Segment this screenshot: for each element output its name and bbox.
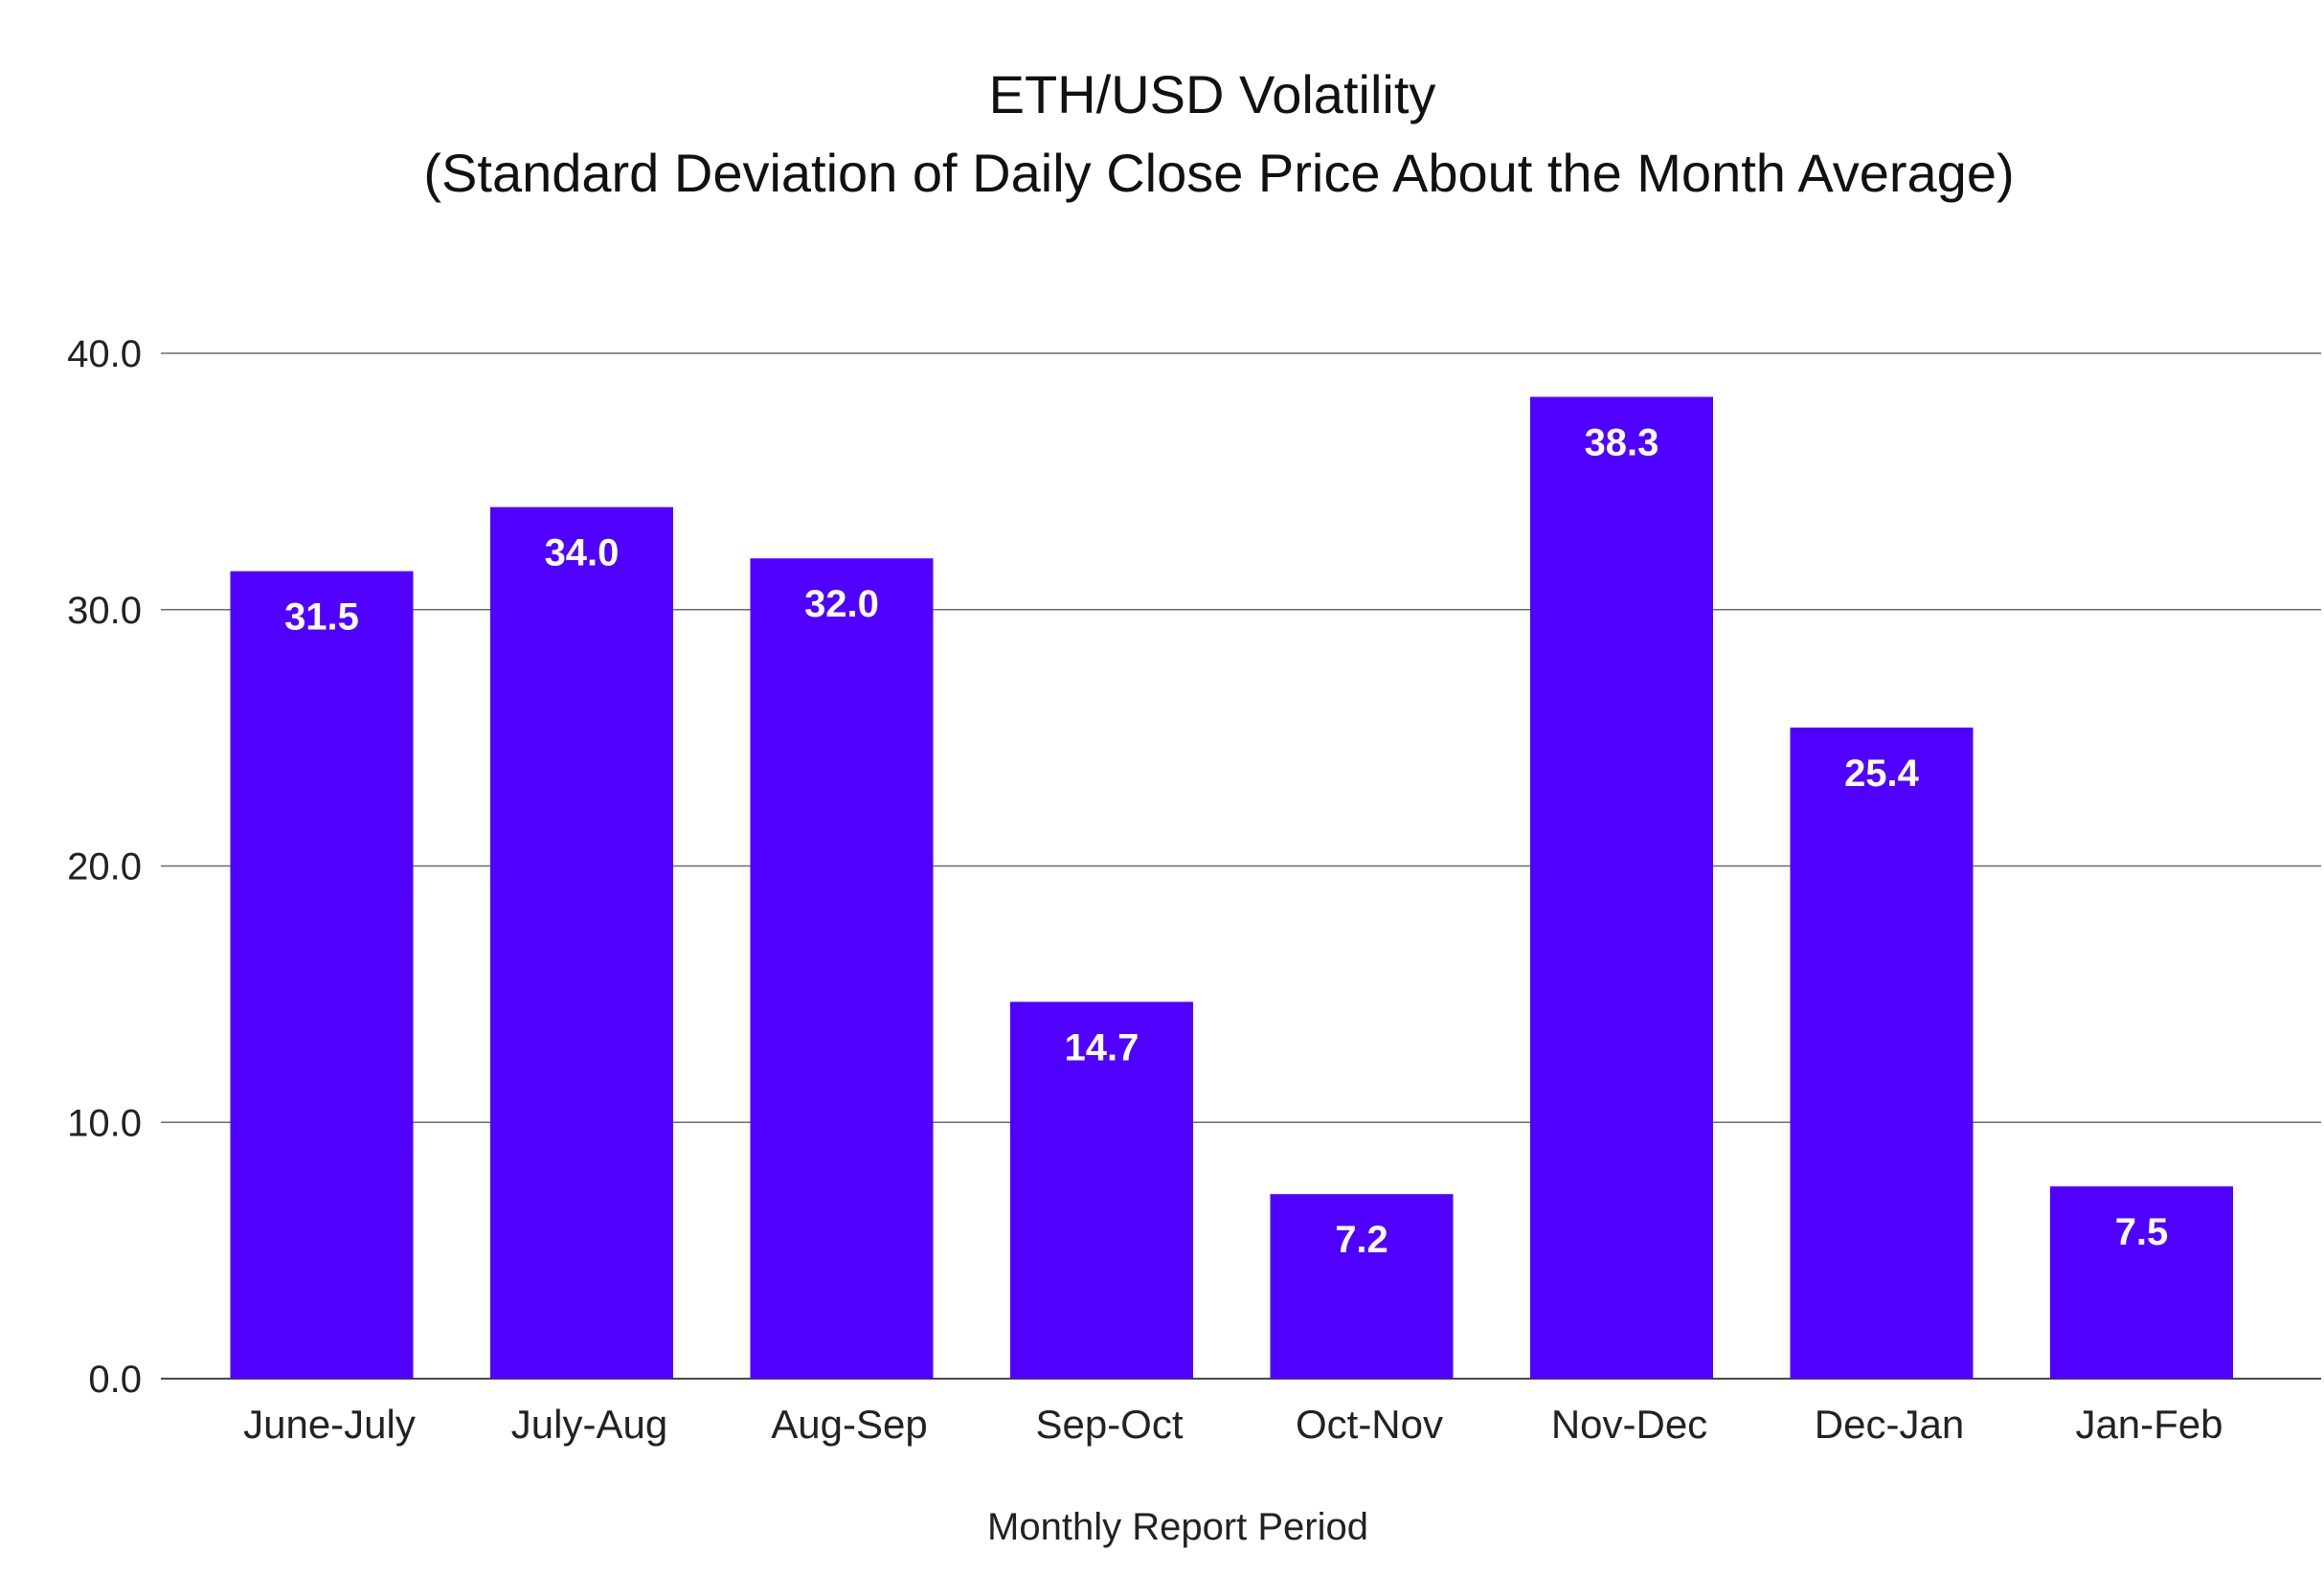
y-tick-label: 30.0 bbox=[67, 590, 142, 632]
bar bbox=[1790, 727, 1974, 1379]
x-tick-label: Sep-Oct bbox=[1035, 1402, 1183, 1447]
y-tick-label: 10.0 bbox=[67, 1102, 142, 1144]
bar bbox=[1530, 396, 1713, 1380]
x-tick-label: June-July bbox=[243, 1402, 416, 1447]
bar-data-label: 38.3 bbox=[1585, 422, 1659, 464]
bar-data-label: 32.0 bbox=[804, 583, 879, 625]
bar bbox=[1010, 1001, 1193, 1379]
bar-data-label: 7.2 bbox=[1335, 1219, 1388, 1261]
gridlines bbox=[161, 352, 2321, 1380]
bar bbox=[230, 571, 414, 1379]
y-tick-label: 20.0 bbox=[67, 846, 142, 888]
bars bbox=[230, 396, 2233, 1380]
bar-data-label: 31.5 bbox=[284, 596, 359, 639]
x-tick-label: Aug-Sep bbox=[771, 1402, 927, 1447]
y-axis-ticks: 0.0 10.0 20.0 30.0 40.0 bbox=[67, 333, 142, 1401]
x-tick-label: Oct-Nov bbox=[1296, 1402, 1443, 1447]
x-tick-label: Jan-Feb bbox=[2075, 1402, 2222, 1447]
chart-subtitle: (Standard Deviation of Daily Close Price… bbox=[423, 143, 2014, 203]
x-axis-ticks: June-July July-Aug Aug-Sep Sep-Oct Oct-Nov No… bbox=[243, 1402, 2222, 1447]
bar bbox=[750, 558, 934, 1379]
chart-title: ETH/USD Volatility bbox=[989, 64, 1436, 124]
bar-data-label: 25.4 bbox=[1844, 753, 1920, 795]
bar-data-label: 34.0 bbox=[545, 532, 620, 574]
y-tick-label: 0.0 bbox=[88, 1359, 142, 1401]
bar bbox=[490, 506, 673, 1379]
x-tick-label: Dec-Jan bbox=[1815, 1402, 1964, 1447]
x-tick-label: Nov-Dec bbox=[1551, 1402, 1707, 1447]
bar-data-label: 7.5 bbox=[2115, 1211, 2169, 1253]
y-tick-label: 40.0 bbox=[67, 333, 142, 375]
x-axis-title: Monthly Report Period bbox=[987, 1506, 1368, 1548]
bar-data-labels: 31.5 34.0 32.0 14.7 7.2 38.3 25.4 7.5 bbox=[284, 422, 2168, 1262]
x-tick-label: July-Aug bbox=[511, 1402, 667, 1447]
bar-data-label: 14.7 bbox=[1065, 1026, 1139, 1068]
bar bbox=[1270, 1194, 1454, 1379]
bar bbox=[2050, 1186, 2233, 1379]
